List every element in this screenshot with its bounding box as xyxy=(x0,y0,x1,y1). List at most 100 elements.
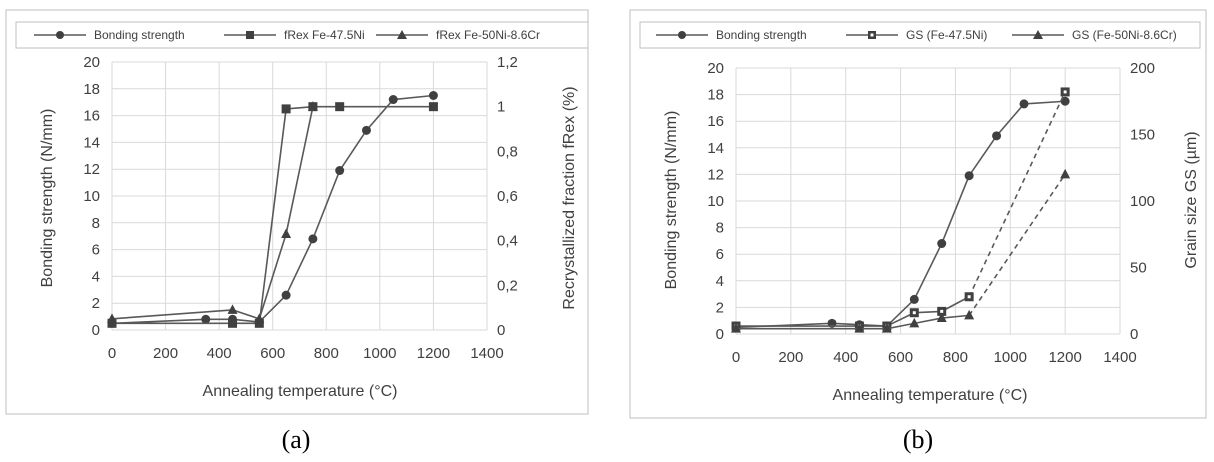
series-1-1-point-center xyxy=(967,295,971,299)
y-tick-label: 2 xyxy=(716,299,724,316)
legend-marker-square xyxy=(246,31,254,39)
y-axis-label-b: Bonding strength (N/mm) xyxy=(663,111,680,290)
caption-a: (a) xyxy=(282,425,311,454)
x-axis-label-a: Annealing temperature (°C) xyxy=(203,383,398,400)
series-1-2-point xyxy=(964,309,975,320)
chart-panel-b: Bonding strength GS (Fe-47.5Ni) GS (Fe-5… xyxy=(629,9,1207,419)
x-tick-label: 600 xyxy=(888,349,913,366)
series-1-0-segment xyxy=(968,135,998,177)
y-tick-label: 18 xyxy=(83,81,100,98)
legend-label: GS (Fe-50Ni-8.6Cr) xyxy=(1072,28,1177,42)
y-tick-label: 18 xyxy=(707,87,724,104)
series-1-0-point xyxy=(909,294,919,304)
series-1-2-segment xyxy=(914,317,942,325)
x-tick-label: 1400 xyxy=(1103,349,1136,366)
series-0-0-point xyxy=(308,234,318,244)
legend-box-a xyxy=(15,21,589,49)
y2-tick-label: 0 xyxy=(497,322,505,339)
series-1-2-point xyxy=(936,312,947,323)
legend-label: Bonding strength xyxy=(94,28,185,42)
x-tick-label: 1200 xyxy=(417,345,450,362)
series-1-1-segment xyxy=(914,310,942,314)
x-tick-label: 1000 xyxy=(994,349,1027,366)
series-0-1-point xyxy=(228,318,238,328)
series-1-1-point-center xyxy=(1063,90,1067,94)
series-0-0-segment xyxy=(285,238,314,296)
x-tick-label: 400 xyxy=(833,349,858,366)
legend-label: Bonding strength xyxy=(716,28,807,42)
y2-tick-label: 50 xyxy=(1130,260,1147,277)
series-1-2-point xyxy=(881,323,892,333)
x-tick-label: 0 xyxy=(108,345,116,362)
series-1-0-point xyxy=(964,171,974,181)
series-1-0-point xyxy=(1060,96,1070,106)
chart-frame-a xyxy=(5,9,589,415)
series-1-1-segment xyxy=(886,312,915,327)
series-0-1-point xyxy=(254,318,264,328)
plot-area-b: 0 200 400 600 800 1000 1200 1400024681012141618… xyxy=(707,60,1155,366)
y2-tick-label: 1 xyxy=(497,99,505,116)
chart-panel-a: Bonding strength fRex Fe-47.5Ni fRex Fe-… xyxy=(5,9,589,415)
series-1-2-point xyxy=(909,317,920,328)
legend-item-bonding-strength-a: Bonding strength xyxy=(34,28,185,42)
series-0-2-point xyxy=(254,313,265,323)
series-0-1-segment xyxy=(258,108,287,324)
y2-tick-label: 0,6 xyxy=(497,188,518,205)
series-1-1-segment xyxy=(968,91,1066,298)
caption-b: (b) xyxy=(903,425,933,454)
series-1-0-point xyxy=(1019,99,1029,109)
x-axis-label-b: Annealing temperature (°C) xyxy=(833,387,1028,404)
x-tick-label: 1400 xyxy=(470,345,503,362)
y2-tick-label: 200 xyxy=(1130,60,1155,77)
series-0-0-segment xyxy=(365,98,394,131)
series-1-2-segment xyxy=(968,173,1066,316)
series-1-0-segment xyxy=(940,175,970,244)
series-1-0-segment xyxy=(995,103,1025,137)
series-1-0-segment xyxy=(831,322,860,326)
y-tick-label: 0 xyxy=(92,322,100,339)
series-0-1-point xyxy=(281,104,291,114)
legend-marker-circle xyxy=(678,31,686,39)
y-tick-label: 14 xyxy=(83,134,100,151)
series-1-2-segment xyxy=(886,322,915,330)
series-1-2-point xyxy=(731,323,741,333)
series-0-0-segment xyxy=(312,170,341,240)
y2-tick-label: 100 xyxy=(1130,193,1155,210)
series-1-2-point xyxy=(1060,168,1071,179)
y2-tick-label: 0 xyxy=(1130,326,1138,343)
y-tick-label: 12 xyxy=(707,166,724,183)
series-1-0-segment xyxy=(886,298,915,327)
y2-axis-label-a: Recrystallized fraction fRex (%) xyxy=(561,86,578,309)
legend-item-frex-fe-50ni-8-6cr: fRex Fe-50Ni-8.6Cr xyxy=(376,28,540,42)
y-tick-label: 14 xyxy=(707,140,724,157)
legend-b: Bonding strength GS (Fe-47.5Ni) GS (Fe-5… xyxy=(639,21,1201,49)
y-tick-label: 8 xyxy=(716,220,724,237)
legend-marker-square-dot xyxy=(870,33,874,37)
series-0-0-point xyxy=(281,290,291,300)
x-tick-label: 800 xyxy=(943,349,968,366)
legend-a: Bonding strength fRex Fe-47.5Ni fRex Fe-… xyxy=(15,21,589,49)
y2-tick-label: 0,4 xyxy=(497,233,518,250)
series-0-2-segment xyxy=(285,106,314,235)
y2-axis-label-b: Grain size GS (µm) xyxy=(1183,131,1200,268)
series-0-0-segment xyxy=(339,129,368,171)
series-0-2-point xyxy=(307,101,318,111)
series-0-0-segment xyxy=(393,94,434,101)
x-tick-label: 0 xyxy=(732,349,740,366)
series-0-2-segment xyxy=(258,233,287,320)
y-tick-label: 16 xyxy=(707,113,724,130)
plot-area-a: 0 200 400 600 800 1000 1200 1400024681012141618… xyxy=(83,54,518,362)
series-0-0-point xyxy=(388,95,398,105)
x-tick-label: 200 xyxy=(778,349,803,366)
series-0-2-point xyxy=(281,228,292,238)
x-tick-label: 1000 xyxy=(363,345,396,362)
legend-label: fRex Fe-50Ni-8.6Cr xyxy=(436,28,540,42)
y-tick-label: 2 xyxy=(92,295,100,312)
series-1-1-segment xyxy=(941,296,970,313)
y2-tick-label: 0,2 xyxy=(497,277,518,294)
series-1-1-point-center xyxy=(940,309,944,313)
legend-label: fRex Fe-47.5Ni xyxy=(284,28,365,42)
x-tick-label: 200 xyxy=(153,345,178,362)
y-tick-label: 20 xyxy=(83,54,100,71)
